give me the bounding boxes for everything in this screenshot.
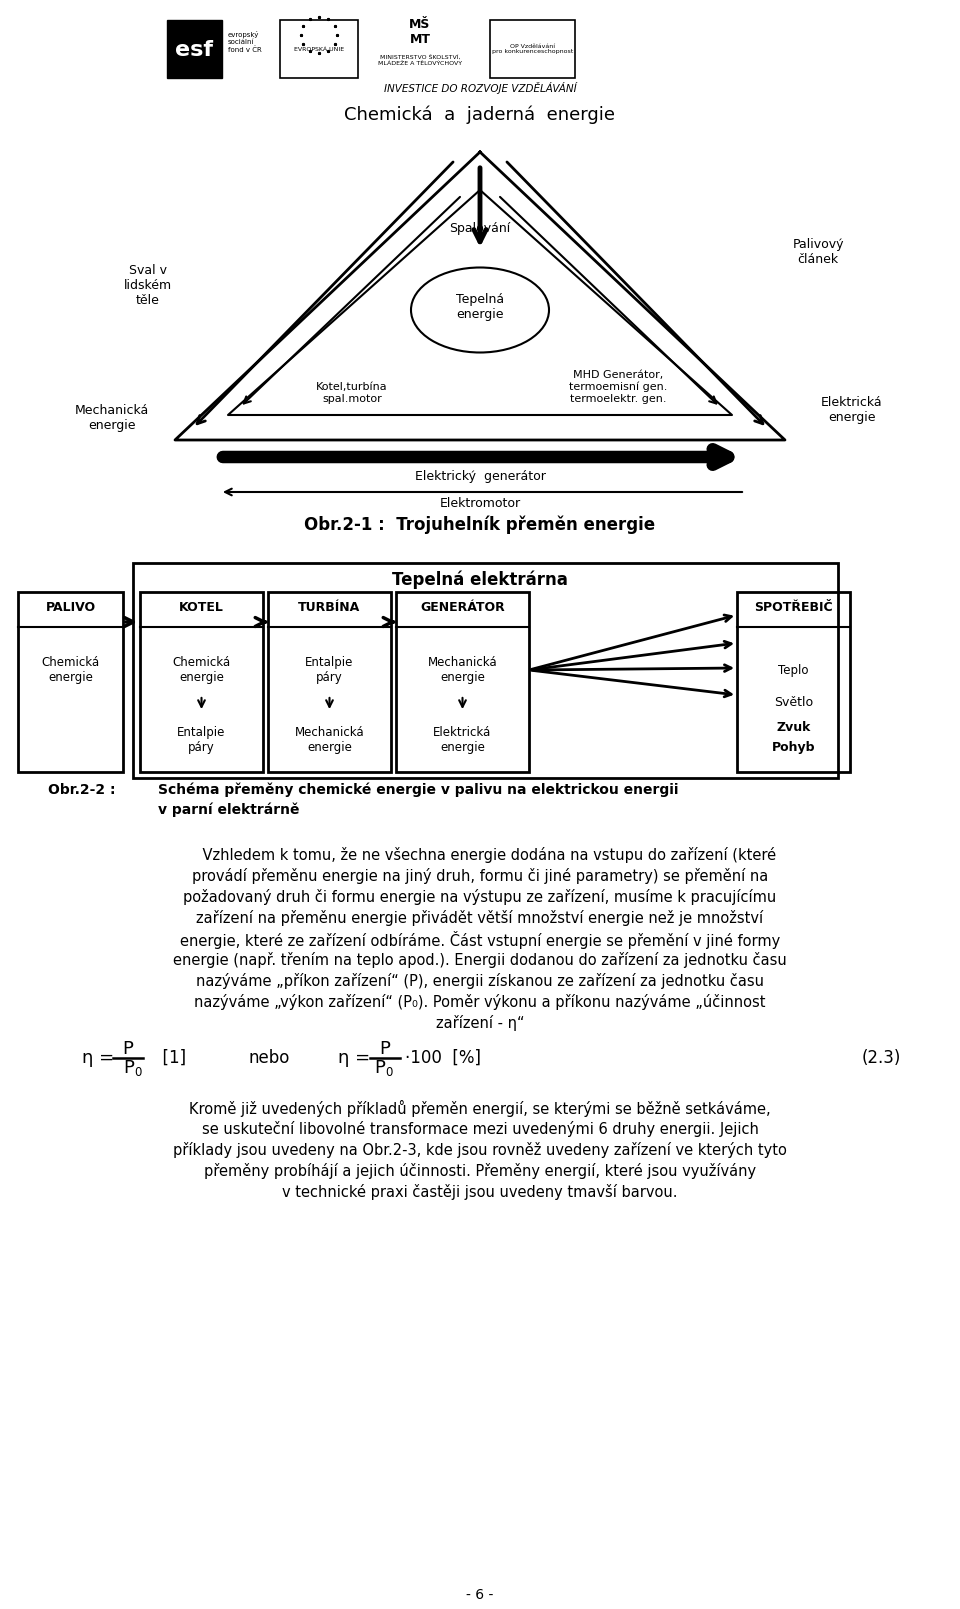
Bar — [280, 19, 358, 77]
Text: Mechanická
energie: Mechanická energie — [295, 726, 364, 755]
Text: Elektrická
energie: Elektrická energie — [821, 396, 883, 425]
Text: P: P — [123, 1039, 133, 1059]
Text: Kotel,turbína
spal.motor: Kotel,turbína spal.motor — [316, 383, 388, 404]
Ellipse shape — [411, 267, 549, 352]
Text: GENERÁTOR: GENERÁTOR — [420, 600, 505, 613]
Bar — [268, 592, 391, 772]
Text: - 6 -: - 6 - — [467, 1588, 493, 1603]
Text: Spalování: Spalování — [449, 222, 511, 235]
Text: provádí přeměnu energie na jiný druh, formu či jiné parametry) se přemění na: provádí přeměnu energie na jiný druh, fo… — [192, 867, 768, 883]
Text: Kromě již uvedených příkladů přeměn energií, se kterými se běžně setkáváme,: Kromě již uvedených příkladů přeměn ener… — [189, 1101, 771, 1117]
Text: požadovaný druh či formu energie na výstupu ze zařízení, musíme k pracujícímu: požadovaný druh či formu energie na výst… — [183, 890, 777, 904]
Text: se uskuteční libovolné transformace mezi uvedenými 6 druhy energii. Jejich: se uskuteční libovolné transformace mezi… — [202, 1121, 758, 1138]
Text: nazýváme „příkon zařízení“ (P), energii získanou ze zařízení za jednotku času: nazýváme „příkon zařízení“ (P), energii … — [196, 973, 764, 990]
Text: Obr.2-1 :  Trojuhelník přeměn energie: Obr.2-1 : Trojuhelník přeměn energie — [304, 516, 656, 534]
Text: Mechanická
energie: Mechanická energie — [75, 404, 149, 431]
Bar — [167, 19, 222, 77]
Text: η =: η = — [338, 1049, 371, 1067]
Text: v technické praxi častěji jsou uvedeny tmavší barvou.: v technické praxi častěji jsou uvedeny t… — [282, 1184, 678, 1200]
Bar — [133, 563, 838, 779]
Text: ·100  [%]: ·100 [%] — [405, 1049, 481, 1067]
Text: Entalpie
páry: Entalpie páry — [178, 726, 226, 755]
Text: přeměny probíhájí a jejich účinnosti. Přeměny energií, které jsou využívány: přeměny probíhájí a jejich účinnosti. Př… — [204, 1163, 756, 1179]
Text: Entalpie
páry: Entalpie páry — [305, 656, 353, 684]
Text: PALIVO: PALIVO — [45, 600, 96, 613]
Text: 0: 0 — [134, 1065, 141, 1078]
Text: EVROPSKÁ UNIE: EVROPSKÁ UNIE — [294, 47, 344, 51]
Text: Tepelná
energie: Tepelná energie — [456, 293, 504, 322]
Text: Pohyb: Pohyb — [772, 740, 815, 753]
Text: MHD Generátor,
termoemisní gen.
termoelektr. gen.: MHD Generátor, termoemisní gen. termoele… — [569, 370, 667, 404]
Text: η =: η = — [82, 1049, 114, 1067]
Text: Světlo: Světlo — [774, 695, 813, 708]
Text: zařízení na přeměnu energie přivádět větší množství energie než je množství: zařízení na přeměnu energie přivádět vět… — [197, 911, 763, 927]
Text: MINISTERSTVO ŠKOLSTVÍ,
MLÁDEŽE A TĚLOVÝCHOVY: MINISTERSTVO ŠKOLSTVÍ, MLÁDEŽE A TĚLOVÝC… — [378, 55, 462, 66]
Text: Chemická
energie: Chemická energie — [173, 656, 230, 684]
Text: Tepelná elektrárna: Tepelná elektrárna — [392, 571, 568, 589]
Text: esf: esf — [175, 40, 213, 60]
Text: 0: 0 — [385, 1065, 393, 1078]
Text: SPOTŘEBIČ: SPOTŘEBIČ — [755, 600, 833, 613]
Text: MŠ
MT: MŠ MT — [409, 18, 431, 47]
Text: INVESTICE DO ROZVOJE VZDĚLÁVÁNÍ: INVESTICE DO ROZVOJE VZDĚLÁVÁNÍ — [384, 82, 576, 93]
Text: Palivový
článek: Palivový článek — [792, 238, 844, 265]
Text: OP Vzdělávání
pro konkurenceschopnost: OP Vzdělávání pro konkurenceschopnost — [492, 43, 574, 55]
Bar — [490, 19, 575, 77]
Text: (2.3): (2.3) — [862, 1049, 901, 1067]
Text: [1]: [1] — [152, 1049, 186, 1067]
Text: TURBÍNA: TURBÍNA — [299, 600, 361, 613]
Text: Elektrický  generátor: Elektrický generátor — [415, 470, 545, 483]
Text: P: P — [374, 1059, 385, 1076]
Text: v parní elektrárně: v parní elektrárně — [158, 803, 300, 817]
Text: nazýváme „výkon zařízení“ (P₀). Poměr výkonu a příkonu nazýváme „účinnost: nazýváme „výkon zařízení“ (P₀). Poměr vý… — [194, 994, 766, 1010]
Text: Chemická  a  jaderná  energie: Chemická a jaderná energie — [345, 106, 615, 124]
Text: Zvuk: Zvuk — [777, 721, 810, 734]
Text: Teplo: Teplo — [779, 663, 808, 676]
Text: Vzhledem k tomu, že ne všechna energie dodána na vstupu do zařízení (které: Vzhledem k tomu, že ne všechna energie d… — [184, 846, 776, 862]
Text: energie (např. třením na teplo apod.). Energii dodanou do zařízení za jednotku č: energie (např. třením na teplo apod.). E… — [173, 953, 787, 969]
Bar — [396, 592, 529, 772]
Text: zařízení - η“: zařízení - η“ — [436, 1015, 524, 1031]
Text: Schéma přeměny chemické energie v palivu na elektrickou energii: Schéma přeměny chemické energie v palivu… — [158, 782, 679, 796]
Bar — [737, 592, 850, 772]
Text: Sval v
lidském
těle: Sval v lidském těle — [124, 264, 172, 306]
Text: Elektrická
energie: Elektrická energie — [433, 726, 492, 755]
Text: Mechanická
energie: Mechanická energie — [428, 656, 497, 684]
Text: P: P — [379, 1039, 391, 1059]
Text: energie, které ze zařízení odbíráme. Část vstupní energie se přemění v jiné form: energie, které ze zařízení odbíráme. Čás… — [180, 932, 780, 949]
Text: Obr.2-2 :: Obr.2-2 : — [48, 784, 115, 796]
Bar — [18, 592, 123, 772]
Text: nebo: nebo — [248, 1049, 289, 1067]
Text: Chemická
energie: Chemická energie — [41, 656, 100, 684]
Bar — [140, 592, 263, 772]
Text: evropský
sociální
fond v ČR: evropský sociální fond v ČR — [228, 31, 262, 53]
Text: Elektromotor: Elektromotor — [440, 497, 520, 510]
Text: příklady jsou uvedeny na Obr.2-3, kde jsou rovněž uvedeny zařízení ve kterých ty: příklady jsou uvedeny na Obr.2-3, kde js… — [173, 1142, 787, 1158]
Text: KOTEL: KOTEL — [180, 600, 224, 613]
Text: P: P — [123, 1059, 133, 1076]
